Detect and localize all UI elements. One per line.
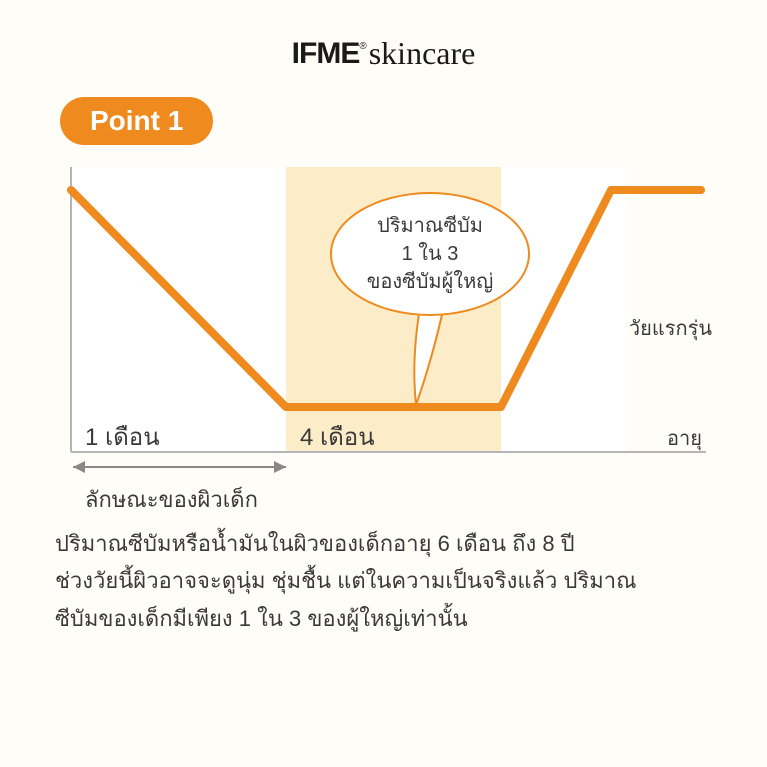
side-label: วัยแรกรุ่น bbox=[629, 312, 712, 344]
description-text: ปริมาณซีบัมหรือน้ำมันในผิวของเด็กอายุ 6 … bbox=[55, 525, 712, 637]
sebum-chart: ปริมาณซีบัม 1 ใน 3 ของซีบัมผู้ใหญ่ วัยแร… bbox=[60, 157, 707, 507]
logo-script: skincare bbox=[369, 35, 476, 72]
logo-reg: ® bbox=[359, 41, 366, 52]
range-arrow-label: ลักษณะของผิวเด็ก bbox=[85, 482, 258, 517]
bubble-line2: 1 ใน 3 bbox=[342, 240, 518, 268]
bubble-line3: ของซีบัมผู้ใหญ่ bbox=[342, 268, 518, 296]
logo-brand: IFME bbox=[292, 37, 360, 71]
xlabel-1month: 1 เดือน bbox=[85, 417, 160, 456]
xlabel-4month: 4 เดือน bbox=[300, 417, 375, 456]
brand-logo: IFME®skincare bbox=[0, 0, 767, 72]
range-arrow-left bbox=[73, 461, 85, 473]
body-line1: ปริมาณซีบัมหรือน้ำมันในผิวของเด็กอายุ 6 … bbox=[55, 525, 712, 562]
axis-label-age: อายุ bbox=[667, 422, 702, 454]
body-line3: ซีบัมของเด็กมีเพียง 1 ใน 3 ของผู้ใหญ่เท่… bbox=[55, 600, 712, 637]
body-line2: ช่วงวัยนี้ผิวอาจจะดูนุ่ม ชุ่มชื้น แต่ในค… bbox=[55, 562, 712, 599]
point-badge: Point 1 bbox=[60, 97, 213, 145]
bubble-line1: ปริมาณซีบัม bbox=[342, 212, 518, 240]
range-arrow-right bbox=[274, 461, 286, 473]
callout-bubble: ปริมาณซีบัม 1 ใน 3 ของซีบัมผู้ใหญ่ bbox=[330, 192, 530, 316]
